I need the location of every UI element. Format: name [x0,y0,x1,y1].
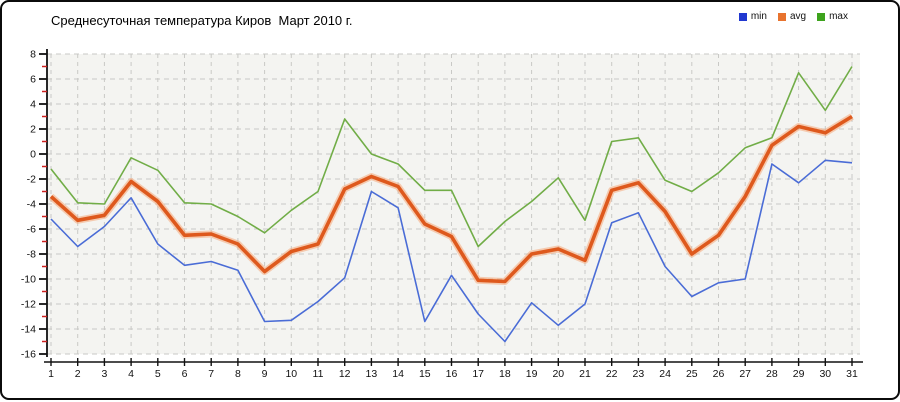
horizontal-gridlines [47,53,860,355]
svg-text:20: 20 [552,368,564,380]
svg-text:8: 8 [30,49,36,61]
svg-text:-10: -10 [21,274,36,286]
chart-title: Среднесуточная температура Киров Март 20… [51,13,353,28]
svg-text:19: 19 [526,368,538,380]
legend-label-max: max [829,11,848,22]
svg-text:29: 29 [793,368,805,380]
svg-text:4: 4 [30,99,36,111]
svg-text:-4: -4 [27,199,36,211]
svg-text:4: 4 [128,368,134,380]
svg-text:6: 6 [30,74,36,86]
svg-text:-12: -12 [21,299,36,311]
vertical-gridlines [50,54,853,354]
legend-item-avg: avg [777,11,807,22]
svg-text:22: 22 [606,368,618,380]
svg-text:25: 25 [686,368,698,380]
svg-text:30: 30 [819,368,831,380]
svg-text:-8: -8 [27,249,36,261]
svg-text:17: 17 [472,368,484,380]
min-series-line [50,159,853,343]
svg-text:28: 28 [766,368,778,380]
svg-text:12: 12 [339,368,351,380]
svg-text:-2: -2 [27,174,36,186]
svg-text:11: 11 [313,368,324,380]
legend-label-min: min [750,11,767,22]
svg-text:2: 2 [30,124,36,136]
svg-text:8: 8 [235,368,241,380]
svg-text:21: 21 [579,368,591,380]
svg-text:-14: -14 [21,324,36,336]
svg-text:-6: -6 [27,224,36,236]
svg-text:0: 0 [30,149,36,161]
svg-text:16: 16 [446,368,458,380]
max-series-swatch-icon [817,12,826,21]
svg-text:3: 3 [101,368,107,380]
svg-text:14: 14 [392,368,404,380]
svg-text:2: 2 [75,368,81,380]
legend-label-avg: avg [789,11,807,22]
svg-text:31: 31 [846,368,858,380]
legend-item-max: max [817,11,848,22]
max-series-line [50,66,853,248]
svg-text:10: 10 [285,368,297,380]
svg-text:7: 7 [208,368,214,380]
avg-series-line [49,114,853,284]
svg-text:6: 6 [182,368,188,380]
svg-text:27: 27 [739,368,751,380]
svg-text:18: 18 [499,368,511,380]
y-axis: -16 -14 -12 -10 -8 -6 -4 -2 0 2 4 6 8 [21,49,48,361]
min-series-swatch-icon [738,12,747,21]
svg-text:24: 24 [659,368,671,380]
svg-text:5: 5 [155,368,161,380]
svg-text:9: 9 [262,368,268,380]
x-axis: 1 2 3 4 5 6 7 8 9 10 11 12 13 14 15 16 17 18 19 20 21 22 23 24 2… [44,358,863,380]
svg-text:1: 1 [48,368,54,380]
chart-legend: min avg max [738,11,848,22]
legend-item-min: min [738,11,767,22]
avg-series-swatch-icon [777,12,786,21]
svg-text:13: 13 [366,368,378,380]
svg-text:26: 26 [713,368,725,380]
svg-text:23: 23 [633,368,645,380]
svg-text:-16: -16 [21,349,36,361]
svg-text:15: 15 [419,368,431,380]
